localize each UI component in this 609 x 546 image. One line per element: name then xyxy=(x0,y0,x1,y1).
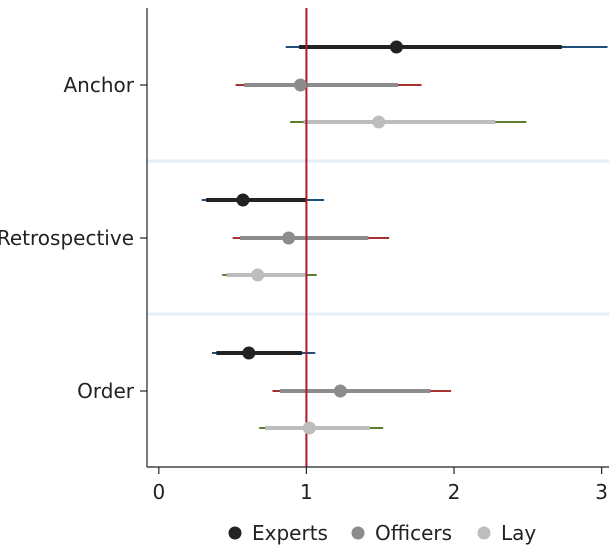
panel-separators xyxy=(147,159,609,316)
point-lay-retrospective xyxy=(251,268,265,282)
x-tick-label-3: 3 xyxy=(595,480,608,504)
legend-label-officers: Officers xyxy=(375,521,452,545)
legend-label-experts: Experts xyxy=(252,521,328,545)
point-lay-anchor xyxy=(372,115,386,129)
point-experts-retrospective xyxy=(236,193,250,207)
point-lay-order xyxy=(302,421,316,435)
y-tick-label-anchor: Anchor xyxy=(64,73,135,97)
point-estimates xyxy=(236,40,403,435)
legend-marker-lay xyxy=(477,526,491,540)
axes: 0 1 2 3 Anchor Retrospective Order xyxy=(0,8,609,504)
y-tick-label-order: Order xyxy=(77,379,135,403)
point-experts-order xyxy=(242,346,256,360)
y-tick-label-retrospective: Retrospective xyxy=(0,226,134,250)
point-officers-order xyxy=(333,384,347,398)
legend-label-lay: Lay xyxy=(501,521,536,545)
x-tick-label-2: 2 xyxy=(448,480,461,504)
x-tick-label-0: 0 xyxy=(152,480,165,504)
legend: Experts Officers Lay xyxy=(228,521,536,545)
point-officers-retrospective xyxy=(282,231,296,245)
x-tick-label-1: 1 xyxy=(300,480,313,504)
point-experts-anchor xyxy=(389,40,403,54)
confidence-intervals xyxy=(201,45,608,430)
legend-marker-experts xyxy=(228,526,242,540)
legend-marker-officers xyxy=(351,526,365,540)
point-officers-anchor xyxy=(294,78,308,92)
